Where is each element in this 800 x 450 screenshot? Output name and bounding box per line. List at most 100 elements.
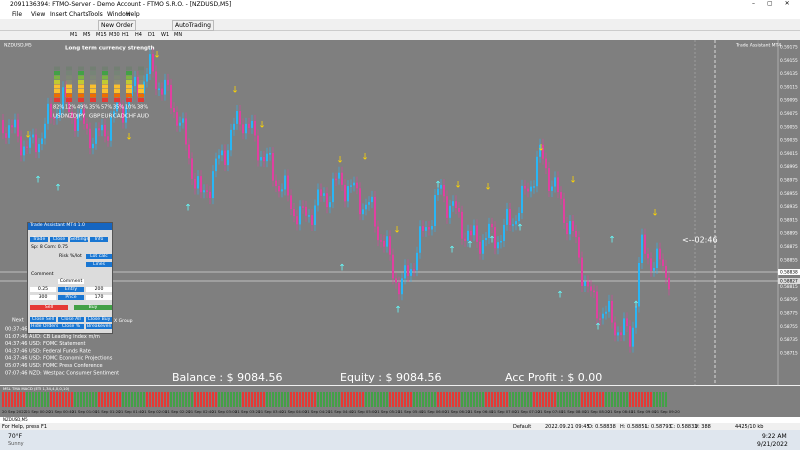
candle bbox=[434, 195, 436, 226]
indicator-bar bbox=[197, 392, 199, 407]
panel-field[interactable]: 0.25 bbox=[30, 287, 56, 292]
panel-field[interactable]: 200 bbox=[86, 287, 112, 292]
indicator-bar bbox=[542, 392, 544, 407]
indicator-bar bbox=[233, 392, 235, 407]
current-price: 0.58838 bbox=[780, 270, 798, 276]
indicator-bar bbox=[299, 392, 301, 407]
menu-item[interactable]: View bbox=[31, 11, 45, 18]
candle bbox=[47, 104, 49, 124]
candle bbox=[605, 312, 607, 314]
timeframe-button[interactable]: H4 bbox=[135, 32, 142, 38]
panel-field[interactable]: Buy bbox=[74, 305, 112, 310]
candle bbox=[329, 202, 331, 207]
panel-field[interactable]: Lines bbox=[86, 262, 112, 267]
indicator-bar bbox=[533, 392, 535, 407]
panel-field[interactable]: Hide Orders bbox=[30, 324, 59, 329]
menu-item[interactable]: Tools bbox=[88, 11, 103, 18]
panel-field[interactable]: 300 bbox=[30, 295, 56, 300]
time-label: 21 Sep 08:00 bbox=[561, 409, 587, 414]
candle bbox=[290, 195, 292, 209]
menu-item[interactable]: Charts bbox=[69, 11, 89, 18]
indicator-bar bbox=[167, 392, 169, 407]
panel-field[interactable]: Comment bbox=[58, 279, 84, 284]
candle bbox=[614, 323, 616, 336]
indicator-bar bbox=[524, 392, 526, 407]
symbol-label: NZDUSD,M5 bbox=[4, 43, 32, 49]
candle bbox=[662, 259, 664, 265]
strength-cell bbox=[78, 98, 84, 102]
menu-item[interactable]: File bbox=[12, 11, 22, 18]
panel-field[interactable]: Close Buy bbox=[86, 317, 112, 322]
panel-field[interactable]: Sell bbox=[30, 305, 68, 310]
panel-field[interactable]: Entry bbox=[58, 287, 84, 292]
candle bbox=[446, 196, 448, 218]
candle bbox=[404, 265, 406, 278]
timeframe-button[interactable]: M5 bbox=[83, 32, 91, 38]
candle bbox=[320, 189, 322, 195]
indicator-bar bbox=[428, 392, 430, 407]
price-label: 0.58815 bbox=[780, 284, 798, 290]
indicator-bar bbox=[593, 392, 595, 407]
indicator-bar bbox=[602, 392, 604, 407]
timeframe-button[interactable]: H1 bbox=[122, 32, 129, 38]
candle bbox=[458, 208, 460, 212]
indicator-bar bbox=[656, 392, 658, 407]
timeframe-button[interactable]: M15 bbox=[96, 32, 107, 38]
indicator-bar bbox=[17, 392, 19, 407]
indicator-bar bbox=[92, 392, 94, 407]
indicator-bar bbox=[239, 392, 241, 407]
window-controls[interactable]: –▢✕ bbox=[752, 0, 800, 7]
candle bbox=[656, 249, 658, 268]
autotrading-button[interactable]: AutoTrading bbox=[172, 20, 214, 31]
timeframe-button[interactable]: MN bbox=[174, 32, 182, 38]
timeframe-button[interactable]: M1 bbox=[70, 32, 78, 38]
indicator-bar bbox=[161, 392, 163, 407]
arrow-up: ↑ bbox=[608, 236, 616, 246]
panel-field[interactable]: 170 bbox=[86, 295, 112, 300]
indicator-bar bbox=[155, 392, 157, 407]
panel-field[interactable]: Lot calc bbox=[86, 254, 112, 259]
panel-tab[interactable]: Settings bbox=[70, 237, 88, 242]
candle bbox=[425, 227, 427, 231]
price-label: 0.58715 bbox=[780, 350, 798, 356]
indicator-bar bbox=[536, 392, 538, 407]
candle bbox=[386, 236, 388, 246]
time-label: 21 Sep 05:40 bbox=[398, 409, 424, 414]
strength-cell bbox=[126, 85, 132, 89]
panel-field[interactable]: Price bbox=[58, 295, 84, 300]
new-order-button[interactable]: New Order bbox=[98, 20, 136, 31]
timeframe-button[interactable]: M30 bbox=[109, 32, 120, 38]
price-label: 0.58795 bbox=[780, 297, 798, 303]
candle bbox=[293, 209, 295, 216]
menu-item[interactable]: Help bbox=[126, 11, 140, 18]
indicator-bar bbox=[230, 392, 232, 407]
indicator-bar bbox=[290, 392, 292, 407]
indicator-bar bbox=[122, 392, 124, 407]
strength-cell bbox=[102, 71, 108, 75]
indicator-bar bbox=[125, 392, 127, 407]
strength-cell bbox=[90, 94, 96, 98]
candle bbox=[449, 206, 451, 218]
panel-field[interactable]: Close % bbox=[58, 324, 84, 329]
panel-tab[interactable]: Close bbox=[50, 237, 68, 242]
panel-field[interactable]: Close All bbox=[58, 317, 84, 322]
timeframe-button[interactable]: W1 bbox=[161, 32, 169, 38]
panel-tab[interactable]: Info bbox=[90, 237, 108, 242]
price-label: 0.59075 bbox=[780, 111, 798, 117]
indicator-bar bbox=[632, 392, 634, 407]
candle bbox=[74, 118, 76, 131]
menu-item[interactable]: Insert bbox=[50, 11, 67, 18]
strength-cell bbox=[126, 76, 132, 80]
news-item: 01:07:46 AUD: CB Leading Index m/m bbox=[5, 334, 100, 340]
timeframe-button[interactable]: D1 bbox=[148, 32, 155, 38]
indicator-bar bbox=[419, 392, 421, 407]
strength-cell bbox=[114, 71, 120, 75]
panel-field[interactable]: Close Sell bbox=[30, 317, 56, 322]
indicator-bar bbox=[458, 392, 460, 407]
panel-field[interactable]: Breakeven bbox=[86, 324, 112, 329]
panel-tab[interactable]: Trade bbox=[30, 237, 48, 242]
strength-cell bbox=[66, 71, 72, 75]
indicator-bar bbox=[236, 392, 238, 407]
indicator-bar bbox=[353, 392, 355, 407]
indicator-bar bbox=[461, 392, 463, 407]
